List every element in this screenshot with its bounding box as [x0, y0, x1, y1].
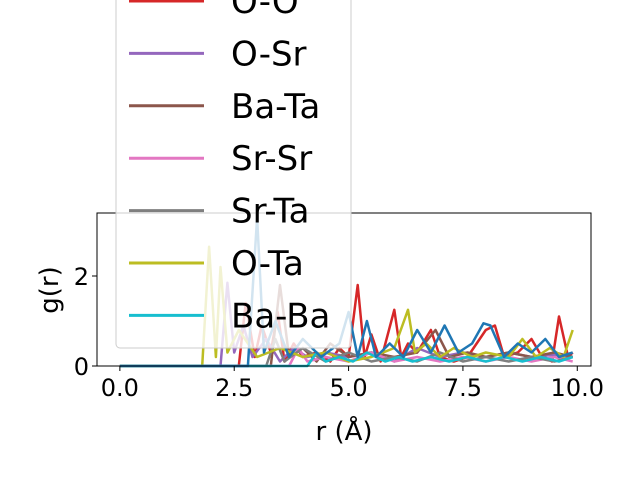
x-tick-label: 10.0 — [551, 374, 604, 402]
x-tick-label: 0.0 — [101, 374, 139, 402]
x-tick-label: 7.5 — [444, 374, 482, 402]
y-axis-ticks: 02 — [74, 263, 97, 381]
x-tick-label: 5.0 — [329, 374, 367, 402]
legend-label-o-o: O-O — [231, 0, 299, 22]
series-line-ba-ba — [119, 351, 574, 368]
legend: O-O O-Sr Ba-Ta Sr-Sr Sr-Ta O-Ta Ba-Ba — [115, 0, 352, 349]
legend-label-ba-ba: Ba-Ba — [231, 296, 330, 336]
y-axis-label: g(r) — [35, 266, 65, 313]
x-axis-label: r (Å) — [315, 415, 372, 447]
legend-label-o-ta: O-Ta — [231, 244, 304, 284]
legend-label-o-sr: O-Sr — [231, 34, 307, 74]
legend-box — [115, 0, 352, 349]
x-axis-ticks: 0.0 2.5 5.0 7.5 10.0 — [101, 366, 604, 402]
x-tick-label: 2.5 — [215, 374, 253, 402]
legend-label-sr-sr: Sr-Sr — [231, 139, 312, 179]
legend-label-ba-ta: Ba-Ta — [231, 87, 320, 127]
y-tick-label: 0 — [74, 353, 89, 381]
legend-label-sr-ta: Sr-Ta — [231, 192, 310, 232]
y-tick-label: 2 — [74, 263, 89, 291]
